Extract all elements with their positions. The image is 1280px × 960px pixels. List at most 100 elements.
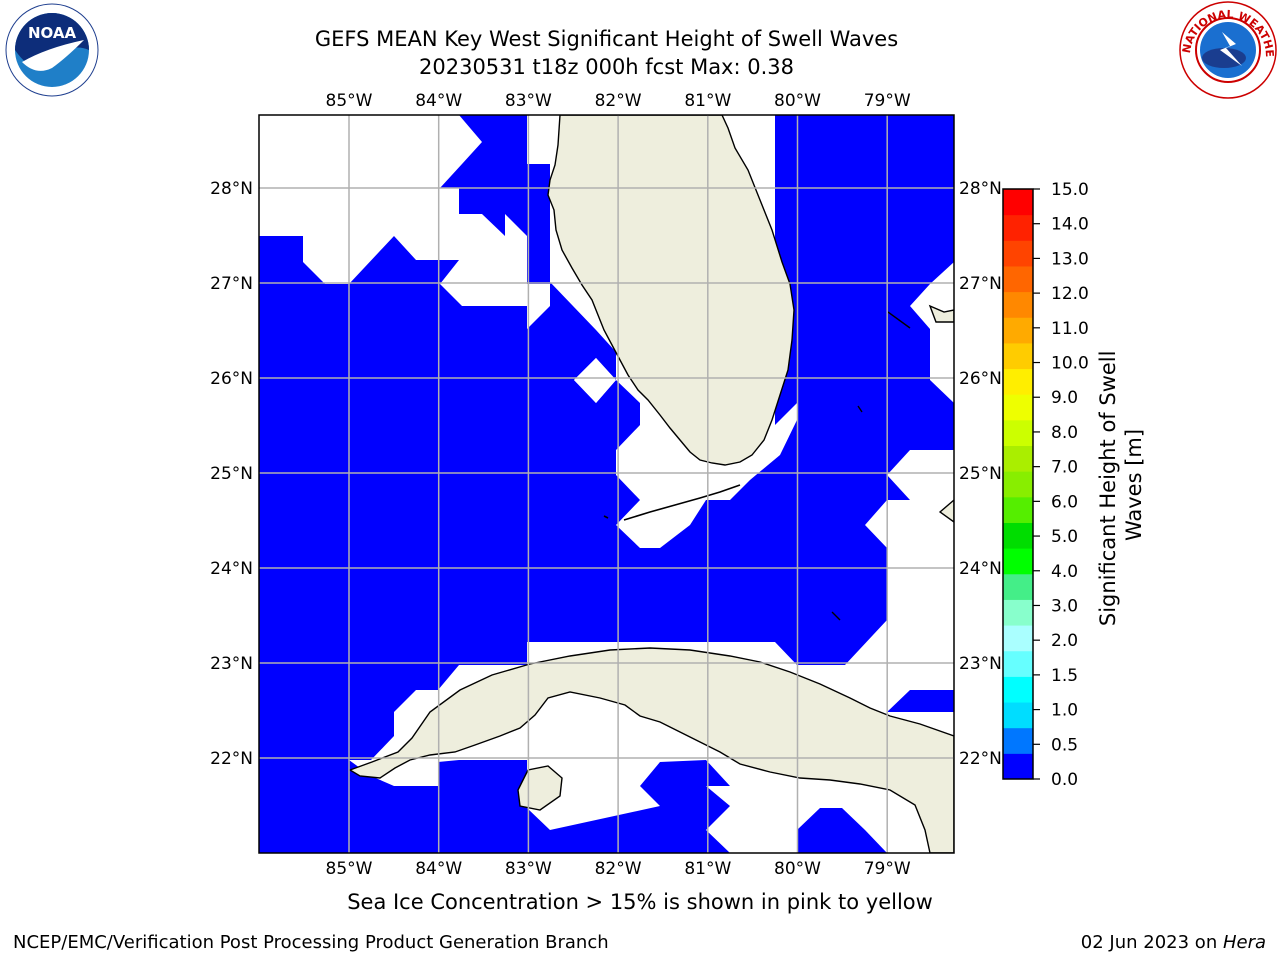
latitude-label: 26°N (959, 369, 1002, 389)
longitude-label: 82°W (595, 859, 642, 879)
longitude-label: 83°W (505, 859, 552, 879)
colorbar-tick-label: 0.0 (1051, 770, 1078, 790)
longitude-label: 83°W (505, 91, 552, 111)
longitude-label: 82°W (595, 91, 642, 111)
map-gridlines (259, 115, 954, 853)
latitude-label: 23°N (959, 654, 1002, 674)
colorbar-band (1003, 702, 1033, 729)
colorbar-band (1003, 522, 1033, 549)
colorbar-band (1003, 317, 1033, 344)
colorbar-band (1003, 625, 1033, 652)
noaa-logo-text: NOAA (28, 24, 77, 42)
latitude-label: 27°N (959, 274, 1002, 294)
colorbar-tick-label: 2.0 (1051, 631, 1078, 651)
sea-ice-note: Sea Ice Concentration > 15% is shown in … (347, 890, 933, 914)
colorbar-band (1003, 445, 1033, 472)
colorbar (1003, 189, 1033, 780)
colorbar-tick-label: 5.0 (1051, 527, 1078, 547)
latitude-labels-left: 28°N 27°N 26°N 25°N 24°N 23°N 22°N (210, 179, 253, 769)
longitude-label: 81°W (684, 91, 731, 111)
colorbar-band (1003, 240, 1033, 267)
longitude-label: 79°W (864, 91, 911, 111)
colorbar-band (1003, 676, 1033, 703)
latitude-label: 26°N (210, 369, 253, 389)
longitude-label: 85°W (326, 859, 373, 879)
colorbar-band (1003, 753, 1033, 780)
colorbar-ticks: 15.0 14.0 13.0 12.0 11.0 10.0 9.0 8.0 7.0 6.0 5.0 4… (1033, 180, 1089, 790)
longitude-label: 81°W (684, 859, 731, 879)
colorbar-band (1003, 727, 1033, 754)
latitude-label: 25°N (210, 464, 253, 484)
colorbar-band (1003, 291, 1033, 318)
colorbar-band (1003, 368, 1033, 395)
colorbar-tick-label: 8.0 (1051, 423, 1078, 443)
colorbar-tick-label: 4.0 (1051, 562, 1078, 582)
footer-branch: NCEP/EMC/Verification Post Processing Pr… (13, 932, 609, 953)
latitude-label: 28°N (210, 179, 253, 199)
colorbar-tick-label: 9.0 (1051, 388, 1078, 408)
colorbar-tick-label: 0.5 (1051, 735, 1078, 755)
colorbar-tick-label: 15.0 (1051, 180, 1089, 200)
longitude-label: 80°W (774, 859, 821, 879)
colorbar-tick-label: 1.0 (1051, 701, 1078, 721)
colorbar-band (1003, 342, 1033, 370)
dry-tortugas (603, 515, 609, 519)
longitude-label: 80°W (774, 91, 821, 111)
latitude-label: 23°N (210, 654, 253, 674)
colorbar-tick-label: 11.0 (1051, 319, 1089, 339)
florida-keys (623, 484, 741, 521)
latitude-labels-right: 28°N 27°N 26°N 25°N 24°N 23°N 22°N (959, 179, 1002, 769)
colorbar-tick-label: 6.0 (1051, 492, 1078, 512)
latitude-label: 22°N (959, 749, 1002, 769)
latitude-label: 22°N (210, 749, 253, 769)
footer-host: Hera (1222, 932, 1266, 953)
footer-date: 02 Jun 2023 on Hera (1081, 932, 1266, 953)
bahamas-land (928, 304, 954, 323)
footer-date-text: 02 Jun 2023 on (1080, 932, 1223, 953)
swell-wave-field-southeast (797, 808, 887, 853)
colorbar-tick-label: 3.0 (1051, 596, 1078, 616)
colorbar-band (1003, 189, 1033, 216)
longitude-label: 84°W (415, 859, 462, 879)
longitude-label: 79°W (864, 859, 911, 879)
colorbar-band (1003, 419, 1033, 447)
colorbar-band (1003, 265, 1033, 293)
map-frame (258, 114, 955, 854)
colorbar-tick-label: 12.0 (1051, 284, 1089, 304)
colorbar-tick-label: 7.0 (1051, 458, 1078, 478)
chart-title: GEFS MEAN Key West Significant Height of… (314, 27, 899, 51)
no-data-patch (574, 358, 616, 403)
longitude-label: 85°W (326, 91, 373, 111)
colorbar-label: Significant Height of Swell Waves [m] (1096, 344, 1146, 626)
swell-wave-field-south (706, 760, 730, 786)
colorbar-band (1003, 394, 1033, 421)
latitude-label: 28°N (959, 179, 1002, 199)
colorbar-band (1003, 573, 1033, 600)
latitude-label: 24°N (959, 559, 1002, 579)
colorbar-tick-label: 14.0 (1051, 215, 1089, 235)
colorbar-tick-label: 1.5 (1051, 666, 1078, 686)
noaa-logo: NOAA (2, 0, 102, 100)
colorbar-band (1003, 548, 1033, 575)
latitude-label: 25°N (959, 464, 1002, 484)
bahamas-land-south (938, 499, 954, 523)
bahamas-islet (831, 311, 911, 621)
colorbar-band (1003, 214, 1033, 241)
longitude-labels-bottom: 85°W 84°W 83°W 82°W 81°W 80°W 79°W (326, 859, 911, 879)
longitude-labels-top: 85°W 84°W 83°W 82°W 81°W 80°W 79°W (326, 91, 911, 111)
swell-wave-field-east (887, 690, 954, 712)
colorbar-tick-label: 13.0 (1051, 249, 1089, 269)
colorbar-band (1003, 650, 1033, 677)
latitude-label: 27°N (210, 274, 253, 294)
chart-subtitle: 20230531 t18z 000h fcst Max: 0.38 (419, 55, 794, 79)
colorbar-band (1003, 496, 1033, 523)
colorbar-band (1003, 471, 1033, 498)
longitude-label: 84°W (415, 91, 462, 111)
latitude-label: 24°N (210, 559, 253, 579)
colorbar-frame (1002, 188, 1034, 780)
cuba-land (348, 647, 954, 853)
colorbar-band (1003, 599, 1033, 626)
national-weather-service-logo: NATIONAL WEATHER SERVICE (1176, 0, 1277, 99)
colorbar-tick-label: 10.0 (1051, 354, 1089, 374)
